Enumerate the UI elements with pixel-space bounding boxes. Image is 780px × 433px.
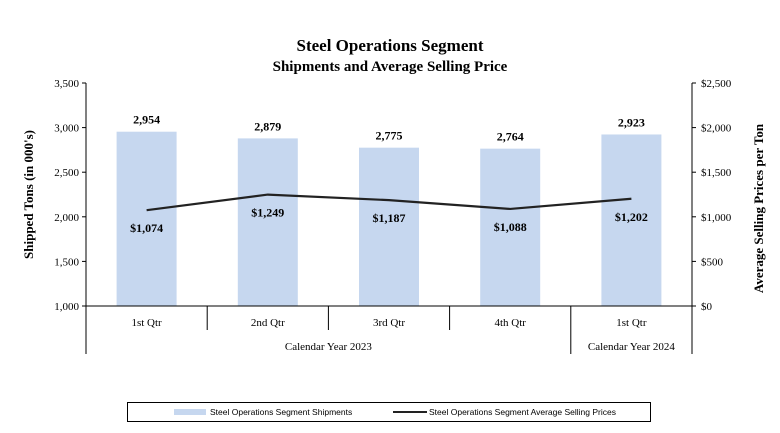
line-data-label: $1,187: [373, 211, 406, 225]
legend-swatch-bar: [174, 409, 206, 415]
group-label: Calendar Year 2024: [588, 341, 676, 353]
x-tick-label: 3rd Qtr: [373, 317, 405, 329]
bar-data-label: 2,879: [254, 119, 281, 133]
price-line: [146, 193, 632, 212]
bar-data-label: 2,764: [497, 130, 524, 144]
y2-tick-label: $2,000: [701, 123, 732, 135]
legend-item-shipments: Steel Operations Segment Shipments: [174, 407, 352, 417]
y-tick-label: 3,000: [54, 123, 79, 135]
bar: [237, 138, 298, 306]
legend-swatch-line: [393, 411, 427, 413]
line-data-label: $1,088: [494, 220, 527, 234]
legend-item-prices: Steel Operations Segment Average Selling…: [393, 407, 616, 417]
chart-legend: Steel Operations Segment Shipments Steel…: [127, 402, 651, 422]
chart-subtitle: Shipments and Average Selling Price: [272, 59, 508, 75]
line-data-label: $1,074: [130, 221, 163, 235]
y-tick-label: 1,000: [54, 301, 79, 313]
x-tick-label: 2nd Qtr: [251, 317, 285, 329]
y-tick-label: 3,500: [54, 78, 79, 90]
y2-tick-label: $2,500: [701, 78, 732, 90]
group-label: Calendar Year 2023: [285, 341, 373, 353]
y2-tick-label: $500: [701, 256, 724, 268]
bar: [116, 131, 177, 306]
bar-data-label: 2,954: [133, 113, 160, 127]
chart-title: Steel Operations Segment: [296, 36, 484, 55]
line-data-label: $1,202: [615, 210, 648, 224]
y2-tick-label: $1,500: [701, 167, 732, 179]
legend-label-prices: Steel Operations Segment Average Selling…: [429, 407, 616, 417]
y2-axis-title: Average Selling Prices per Ton: [751, 123, 766, 293]
bar-data-label: 2,775: [376, 129, 403, 143]
x-tick-label: 1st Qtr: [616, 317, 647, 329]
bar: [480, 148, 541, 306]
bar-data-label: 2,923: [618, 115, 645, 129]
x-tick-label: 1st Qtr: [131, 317, 162, 329]
y2-tick-label: $1,000: [701, 212, 732, 224]
line-data-label: $1,249: [251, 206, 284, 220]
y-tick-label: 2,000: [54, 212, 79, 224]
y-tick-label: 2,500: [54, 167, 79, 179]
y-tick-label: 1,500: [54, 256, 79, 268]
y2-tick-label: $0: [701, 301, 713, 313]
x-tick-label: 4th Qtr: [494, 317, 526, 329]
bar: [601, 134, 662, 306]
bar: [359, 147, 419, 306]
y-axis-title: Shipped Tons (in 000's): [21, 130, 36, 259]
legend-label-shipments: Steel Operations Segment Shipments: [210, 407, 353, 417]
